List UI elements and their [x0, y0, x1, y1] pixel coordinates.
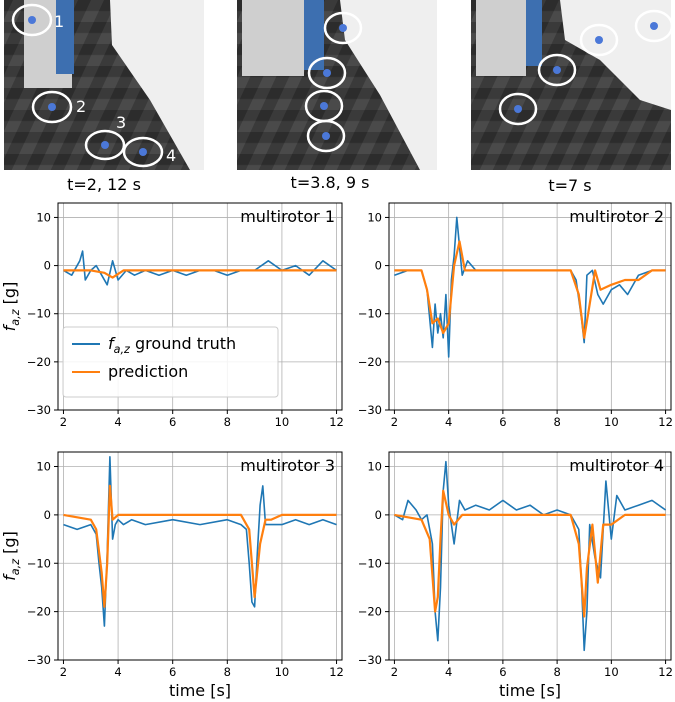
photo-3: t=7 s — [471, 0, 674, 195]
chart-panel-1: 2 4 6 8 10 12 −30 −20 −10 0 10 multirotor 1 fa,z [g]… — [0, 202, 344, 429]
x-tick-label: 8 — [224, 415, 231, 429]
drone-circle-3 — [84, 129, 126, 161]
drone-circle-e — [634, 9, 674, 43]
chart-title: multirotor 2 — [569, 207, 664, 226]
drone-label-1: 1 — [54, 12, 64, 31]
y-tick-label: −30 — [358, 403, 382, 417]
drone-circle-2 — [31, 90, 73, 124]
photo-caption-3: t=7 s — [548, 176, 591, 195]
chart-title: multirotor 4 — [569, 456, 664, 475]
x-axis-label: time [s] — [169, 681, 231, 700]
y-tick-label: 0 — [375, 259, 382, 273]
drone-label-2: 2 — [76, 97, 86, 116]
y-tick-label: 10 — [36, 460, 51, 474]
x-tick-label: 4 — [445, 415, 452, 429]
x-tick-label: 10 — [604, 665, 619, 679]
drone-circle-h — [498, 92, 538, 126]
ground-truth-line — [63, 455, 337, 627]
x-tick-label: 12 — [658, 665, 673, 679]
chart-panel-2: 2 4 6 8 10 12 −30 −20 −10 0 10 multirotor 2 — [358, 202, 673, 429]
white-backdrop-image — [340, 0, 437, 170]
chart-panel-4: 2 4 6 8 10 12 −30 −20 −10 0 10 multirotor 4 time [s] — [358, 451, 673, 700]
y-tick-label: 0 — [375, 508, 382, 522]
y-tick-label: 10 — [367, 460, 382, 474]
cabinet-image — [242, 0, 304, 76]
legend-label: fa,z ground truth — [108, 334, 236, 356]
y-tick-label: −20 — [358, 355, 382, 369]
x-tick-label: 12 — [329, 665, 344, 679]
drone-photo-strip: 1 2 3 4 t=2, 12 s — [4, 0, 674, 195]
drone-label-3: 3 — [116, 113, 126, 132]
photo-caption-2: t=3.8, 9 s — [291, 173, 370, 192]
x-tick-label: 8 — [224, 665, 231, 679]
chart-title: multirotor 1 — [240, 207, 335, 226]
x-tick-label: 6 — [169, 665, 176, 679]
y-tick-label: −10 — [27, 307, 51, 321]
x-tick-label: 10 — [275, 665, 290, 679]
chart-title: multirotor 3 — [240, 456, 335, 475]
drone-circle-d — [306, 119, 346, 153]
drone-circle-g — [537, 53, 577, 87]
y-tick-label: −20 — [27, 355, 51, 369]
axes-frame — [57, 202, 343, 411]
photo-caption-1: t=2, 12 s — [67, 175, 141, 194]
x-tick-label: 2 — [391, 665, 398, 679]
x-tick-label: 6 — [169, 415, 176, 429]
prediction-line — [63, 269, 337, 279]
y-tick-label: −30 — [27, 403, 51, 417]
photo-1: 1 2 3 4 t=2, 12 s — [4, 0, 204, 194]
drone-circle-f — [579, 23, 619, 57]
y-tick-label: −30 — [358, 653, 382, 667]
chart-panel-3: 2 4 6 8 10 12 −30 −20 −10 0 10 multirotor 3 time [s]… — [0, 451, 344, 700]
y-tick-label: −10 — [358, 556, 382, 570]
axes-frame — [57, 451, 343, 661]
y-tick-label: 10 — [367, 210, 382, 224]
x-tick-label: 4 — [114, 665, 121, 679]
x-tick-label: 6 — [499, 665, 506, 679]
legend-label: prediction — [108, 362, 188, 381]
drone-circle-a — [323, 11, 363, 45]
x-tick-label: 12 — [658, 415, 673, 429]
photo-2: t=3.8, 9 s — [237, 0, 437, 192]
x-tick-label: 10 — [275, 415, 290, 429]
x-tick-label: 2 — [60, 415, 67, 429]
x-tick-label: 4 — [445, 665, 452, 679]
x-tick-label: 8 — [553, 665, 560, 679]
axes-frame — [388, 451, 672, 661]
x-tick-label: 10 — [604, 415, 619, 429]
y-tick-label: −20 — [27, 605, 51, 619]
y-tick-label: −20 — [358, 605, 382, 619]
prediction-line — [394, 240, 666, 339]
x-tick-label: 8 — [553, 415, 560, 429]
ground-truth-line — [393, 460, 667, 652]
x-tick-label: 2 — [60, 665, 67, 679]
prediction-line — [394, 489, 666, 618]
x-tick-label: 2 — [391, 415, 398, 429]
ground-truth-line — [63, 250, 337, 286]
drone-circle-4 — [122, 136, 164, 168]
y-tick-label: −10 — [358, 307, 382, 321]
x-tick-label: 12 — [329, 415, 344, 429]
y-axis-label: fa,z [g] — [0, 531, 22, 581]
y-tick-label: 0 — [44, 259, 51, 273]
x-axis-label: time [s] — [499, 681, 561, 700]
x-tick-label: 4 — [114, 415, 121, 429]
x-tick-label: 6 — [499, 415, 506, 429]
drone-label-4: 4 — [166, 146, 176, 165]
y-tick-label: 10 — [36, 210, 51, 224]
y-tick-label: 0 — [44, 508, 51, 522]
cabinet-image — [476, 0, 526, 76]
ground-truth-line — [394, 216, 666, 358]
force-charts: 2 4 6 8 10 12 −30 −20 −10 0 10 multirotor 1 fa,z [g]… — [0, 202, 673, 700]
legend-box — [62, 326, 279, 398]
drone-circle-1 — [11, 3, 53, 37]
y-tick-label: −10 — [27, 556, 51, 570]
white-backdrop-image — [110, 0, 204, 170]
drone-circle-b — [307, 56, 347, 90]
prediction-line — [63, 484, 337, 608]
y-tick-label: −30 — [27, 653, 51, 667]
axes-frame — [388, 202, 672, 411]
y-axis-label: fa,z [g] — [0, 282, 22, 332]
legend: fa,z ground truth prediction — [62, 326, 279, 398]
